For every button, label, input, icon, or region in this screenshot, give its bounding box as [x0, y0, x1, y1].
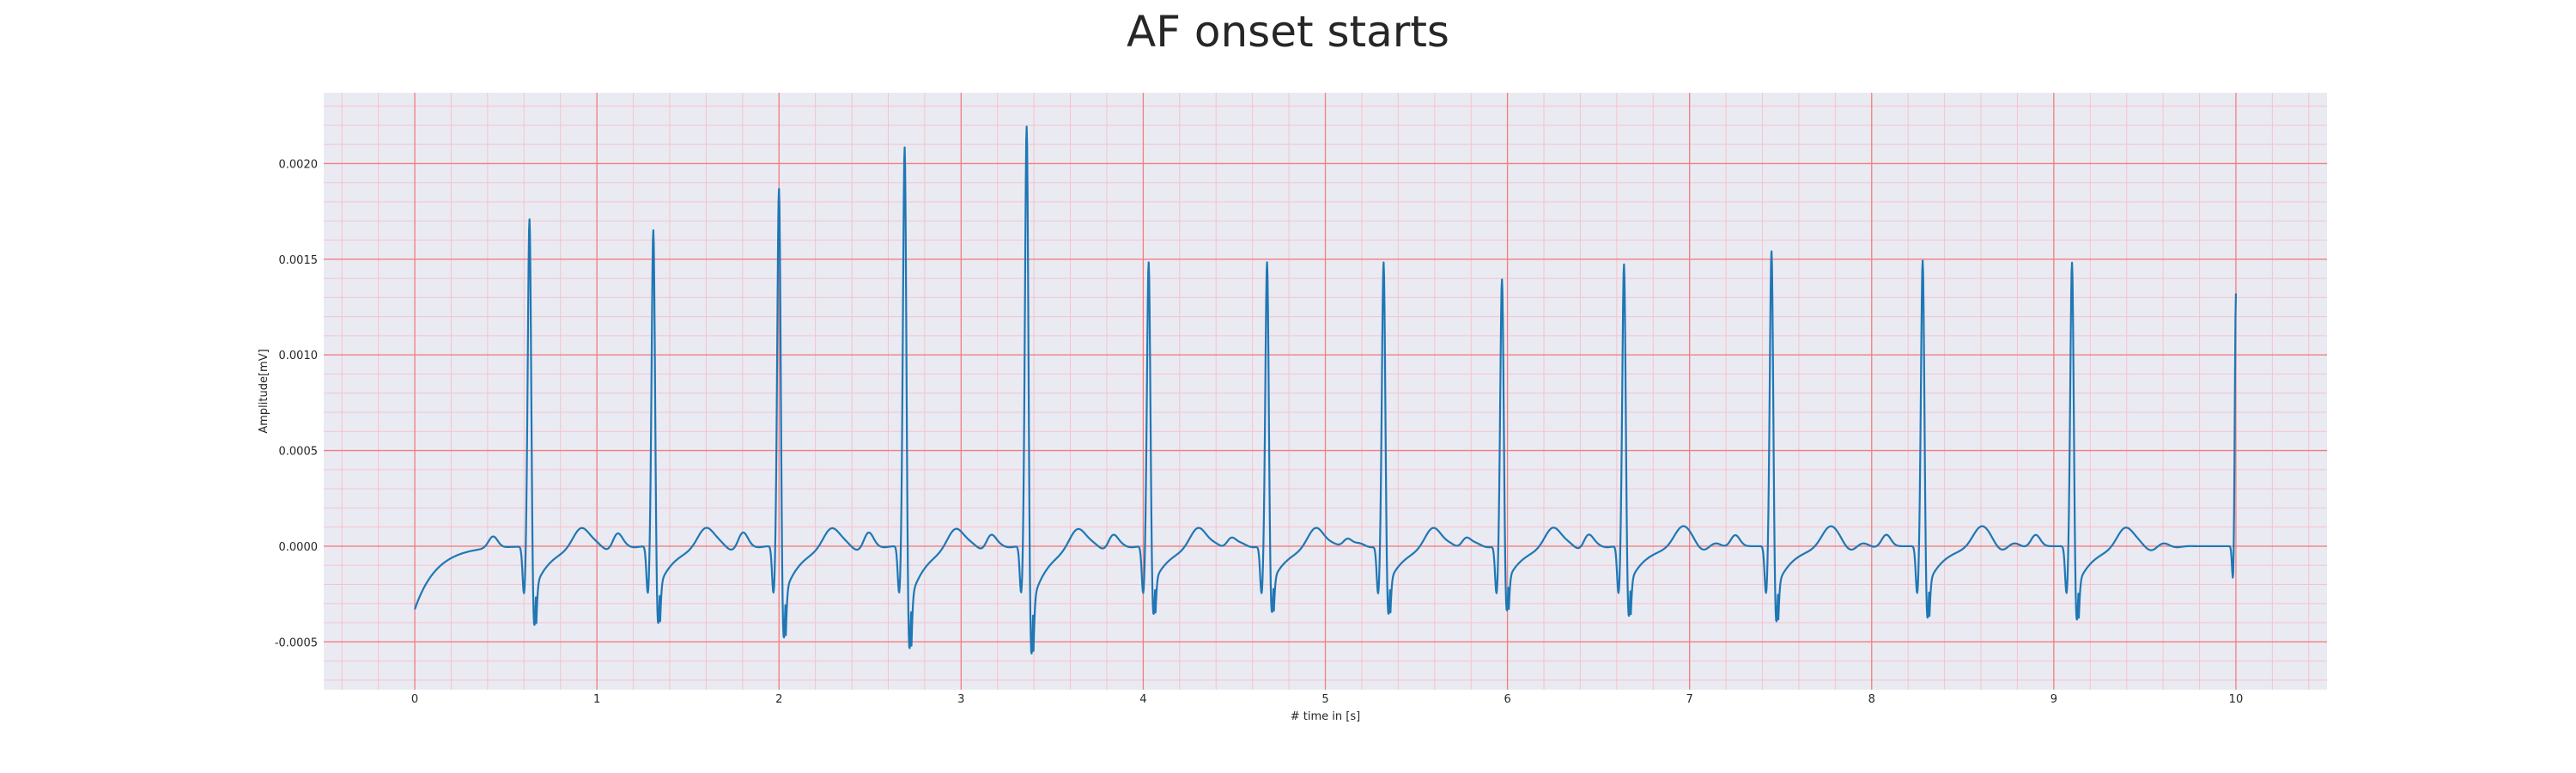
x-tick-label: 6 [1504, 693, 1510, 706]
x-tick-label: 3 [957, 693, 964, 706]
x-tick-label: 9 [2050, 693, 2057, 706]
y-tick-label: 0.0015 [279, 254, 319, 267]
y-tick-label: 0.0005 [279, 446, 319, 459]
x-tick-label: 4 [1139, 693, 1146, 706]
x-tick-label: 1 [593, 693, 600, 706]
x-tick-label: 10 [2229, 693, 2244, 706]
x-tick-label: 5 [1321, 693, 1328, 706]
x-tick-label: 0 [411, 693, 418, 706]
y-tick-label: 0.0000 [279, 541, 319, 554]
x-tick-label: 7 [1686, 693, 1693, 706]
y-tick-label: 0.0020 [279, 158, 319, 171]
x-tick-label: 2 [775, 693, 782, 706]
x-tick-labels: 0 1 2 3 4 5 6 7 8 9 10 [411, 693, 2243, 706]
y-tick-label: 0.0010 [279, 350, 319, 362]
x-axis-label: # time in [s] [1291, 710, 1360, 723]
y-axis-label: Amplitude[mV] [258, 349, 270, 433]
x-tick-label: 8 [1868, 693, 1875, 706]
y-tick-label: -0.0005 [275, 636, 318, 649]
y-tick-labels: -0.0005 0.0000 0.0005 0.0010 0.0015 0.0020 [275, 158, 318, 649]
